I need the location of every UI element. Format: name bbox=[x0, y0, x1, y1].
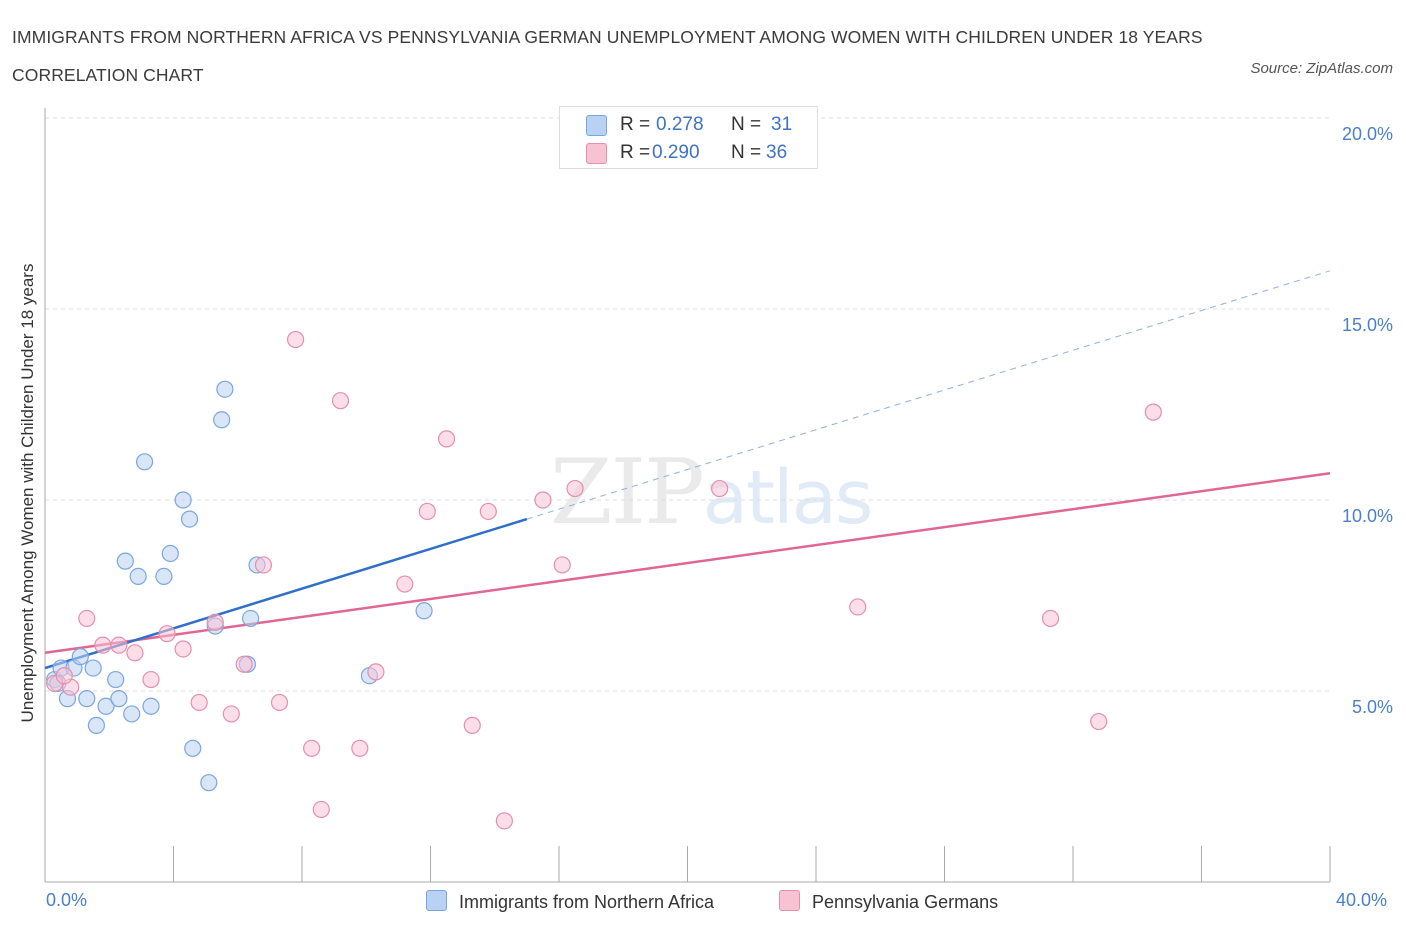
point-pennsylvania-germans bbox=[222, 705, 240, 723]
y-tick-label-10: 10.0% bbox=[1341, 506, 1393, 526]
point-northern-africa bbox=[135, 453, 154, 471]
y-tick-label-15: 15.0% bbox=[1341, 315, 1393, 335]
trend-line-pennsylvania-germans bbox=[44, 472, 1331, 655]
trend-lines bbox=[44, 270, 1331, 670]
point-pennsylvania-germans bbox=[1090, 712, 1108, 731]
point-northern-africa bbox=[129, 567, 147, 586]
point-pennsylvania-germans bbox=[534, 491, 552, 509]
point-northern-africa bbox=[200, 774, 218, 792]
point-pennsylvania-germans bbox=[206, 613, 224, 631]
watermark-atlas: atlas bbox=[702, 455, 874, 541]
legend-n-label: N = bbox=[731, 114, 762, 135]
point-northern-africa bbox=[71, 648, 89, 666]
point-northern-africa bbox=[180, 510, 199, 528]
point-northern-africa bbox=[78, 690, 96, 708]
legend-swatch-pink bbox=[586, 143, 607, 164]
point-northern-africa bbox=[155, 567, 173, 586]
point-pennsylvania-germans bbox=[254, 556, 273, 574]
point-northern-africa bbox=[84, 659, 102, 677]
point-pennsylvania-germans bbox=[351, 739, 369, 757]
point-northern-africa bbox=[123, 705, 141, 723]
series-legend-pink: Pennsylvania Germans bbox=[779, 890, 998, 913]
point-pennsylvania-germans bbox=[78, 609, 96, 628]
legend-r-label: R = bbox=[620, 114, 651, 135]
point-northern-africa bbox=[184, 739, 202, 757]
point-northern-africa bbox=[415, 602, 433, 620]
legend-r-value: 0.290 bbox=[652, 142, 700, 163]
x-tick-label-max: 40.0% bbox=[1336, 890, 1388, 910]
point-pennsylvania-germans bbox=[126, 644, 144, 662]
axes bbox=[44, 108, 1331, 883]
point-pennsylvania-germans bbox=[270, 693, 289, 712]
point-pennsylvania-germans bbox=[553, 556, 571, 574]
series-swatch-blue bbox=[426, 890, 447, 911]
point-pennsylvania-germans bbox=[174, 640, 192, 658]
legend-n-value: 31 bbox=[771, 114, 793, 135]
y-axis-label: Unemployment Among Women with Children U… bbox=[18, 263, 37, 723]
point-northern-africa bbox=[107, 670, 125, 689]
correlation-legend: R = 0.278 N = 31 R = 0.290 N = 36 bbox=[559, 106, 818, 169]
point-pennsylvania-germans bbox=[479, 502, 497, 521]
point-pennsylvania-germans bbox=[396, 575, 414, 593]
point-northern-africa bbox=[213, 411, 231, 429]
point-pennsylvania-germans bbox=[1144, 403, 1162, 421]
point-northern-africa bbox=[116, 552, 134, 570]
point-northern-africa bbox=[142, 697, 160, 715]
y-tick-label-20: 20.0% bbox=[1341, 124, 1393, 144]
point-pennsylvania-germans bbox=[190, 693, 208, 712]
point-northern-africa bbox=[216, 380, 234, 398]
series-legend-blue: Immigrants from Northern Africa bbox=[426, 890, 714, 913]
point-pennsylvania-germans bbox=[418, 502, 436, 521]
point-pennsylvania-germans bbox=[849, 598, 867, 616]
point-northern-africa bbox=[161, 544, 179, 563]
point-pennsylvania-germans bbox=[1041, 609, 1060, 628]
x-tick-label-min: 0.0% bbox=[46, 890, 88, 910]
point-pennsylvania-germans bbox=[142, 670, 160, 689]
series-swatch-pink bbox=[779, 890, 800, 911]
point-northern-africa bbox=[110, 690, 128, 708]
point-pennsylvania-germans bbox=[331, 392, 350, 410]
point-northern-africa bbox=[242, 609, 260, 628]
point-pennsylvania-germans bbox=[312, 800, 330, 819]
point-pennsylvania-germans bbox=[235, 655, 253, 673]
point-pennsylvania-germans bbox=[158, 625, 176, 643]
point-pennsylvania-germans bbox=[566, 479, 584, 498]
point-pennsylvania-germans bbox=[495, 812, 513, 830]
series-label-pink: Pennsylvania Germans bbox=[812, 892, 999, 912]
y-tick-label-5: 5.0% bbox=[1351, 697, 1393, 717]
legend-r-label: R = bbox=[620, 142, 651, 163]
point-pennsylvania-germans bbox=[303, 739, 321, 757]
point-pennsylvania-germans bbox=[463, 716, 481, 734]
series-label-blue: Immigrants from Northern Africa bbox=[459, 892, 715, 912]
legend-r-value: 0.278 bbox=[656, 114, 704, 135]
trend-line-extension-northern-africa bbox=[526, 270, 1331, 520]
point-pennsylvania-germans bbox=[110, 636, 128, 654]
point-pennsylvania-germans bbox=[286, 330, 305, 349]
legend-n-label: N = bbox=[731, 142, 762, 163]
point-northern-africa bbox=[97, 697, 115, 715]
point-pennsylvania-germans bbox=[711, 479, 729, 498]
grid bbox=[45, 117, 1330, 692]
legend-swatch-blue bbox=[586, 115, 607, 136]
chart-title: IMMIGRANTS FROM NORTHERN AFRICA VS PENNS… bbox=[12, 27, 1203, 85]
point-pennsylvania-germans bbox=[55, 667, 73, 685]
source-label: Source: ZipAtlas.com bbox=[1250, 60, 1393, 77]
data-points bbox=[46, 330, 1162, 830]
point-pennsylvania-germans bbox=[367, 663, 385, 681]
point-pennsylvania-germans bbox=[437, 430, 456, 448]
point-pennsylvania-germans bbox=[94, 636, 112, 654]
legend-n-value: 36 bbox=[766, 142, 788, 163]
point-northern-africa bbox=[87, 716, 106, 734]
point-northern-africa bbox=[174, 491, 192, 509]
